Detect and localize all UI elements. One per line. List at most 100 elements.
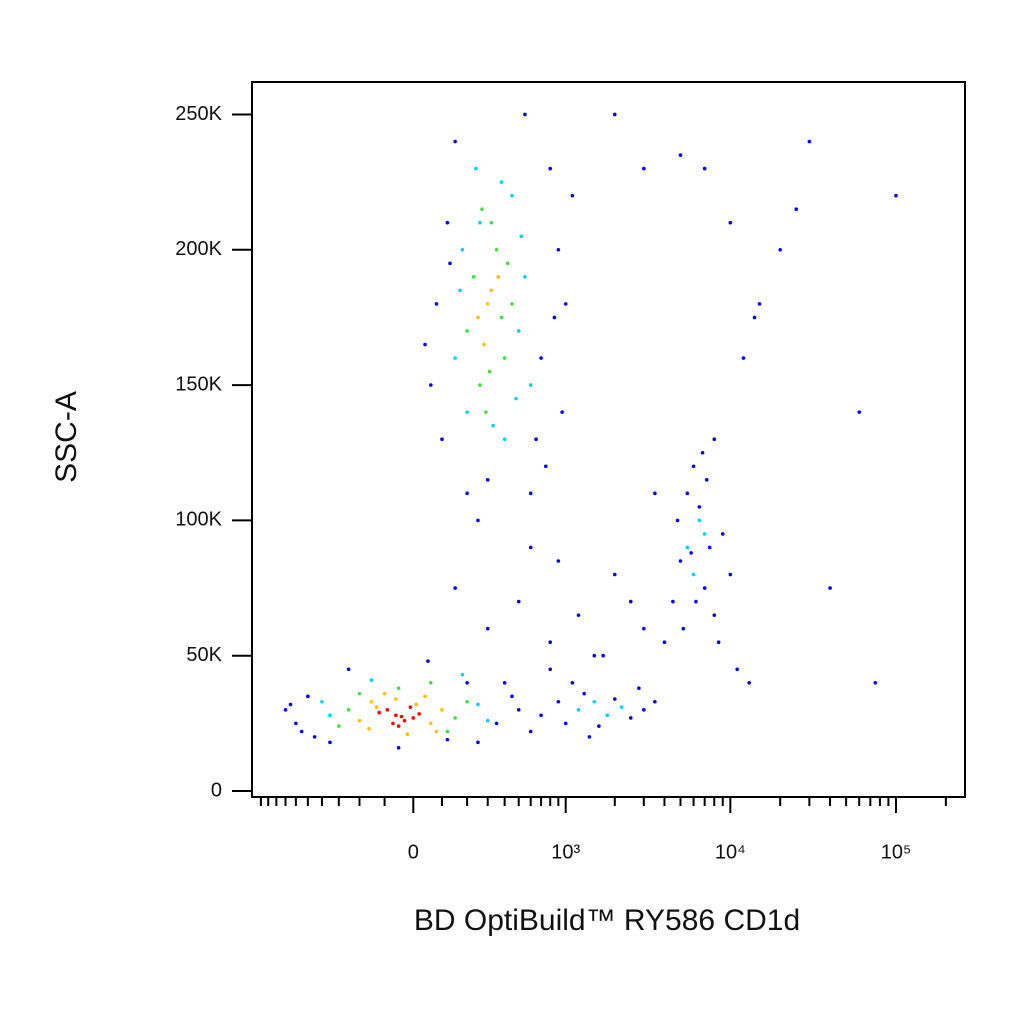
data-point (691, 464, 696, 469)
y-tick-label: 150K (175, 373, 222, 395)
data-point (685, 545, 690, 550)
data-point (757, 302, 762, 306)
data-point (306, 694, 310, 699)
data-point (288, 702, 293, 707)
x-tick-label: 10³ (551, 841, 580, 863)
data-point (675, 518, 680, 523)
data-point (556, 699, 561, 704)
data-point (502, 680, 507, 685)
data-point (662, 640, 667, 645)
data-point (612, 697, 617, 701)
y-tick-label: 100K (175, 509, 222, 531)
data-point (642, 626, 646, 631)
y-tick-label: 250K (175, 103, 222, 125)
data-point (337, 724, 341, 728)
data-point (552, 315, 557, 320)
data-point (528, 491, 533, 496)
data-point (563, 721, 568, 726)
data-point (426, 659, 430, 663)
data-point (408, 705, 413, 709)
data-point (678, 153, 683, 157)
data-point (396, 686, 401, 691)
data-point (476, 315, 480, 320)
y-tick-label: 0 (211, 779, 222, 801)
data-point (539, 356, 543, 360)
data-point (429, 383, 433, 387)
data-point (689, 551, 693, 555)
data-point (691, 572, 696, 577)
data-point (576, 613, 581, 617)
data-point (494, 247, 499, 252)
data-point (465, 680, 469, 685)
data-point (417, 712, 421, 716)
data-point (445, 729, 450, 734)
data-point (294, 721, 298, 726)
data-point (516, 329, 521, 333)
data-point (453, 356, 457, 360)
data-point (478, 383, 482, 387)
data-point (694, 599, 698, 604)
data-point (592, 699, 597, 704)
data-point (560, 410, 564, 414)
data-point (453, 586, 457, 590)
data-point (485, 626, 490, 631)
data-point (720, 532, 725, 536)
data-point (453, 139, 457, 144)
data-point (601, 653, 605, 658)
data-point (700, 450, 705, 455)
data-point (328, 713, 332, 718)
data-point (476, 702, 480, 707)
data-point (678, 559, 683, 563)
data-point (440, 437, 444, 442)
data-point (346, 667, 351, 672)
data-point (528, 729, 533, 734)
data-point (393, 713, 398, 718)
data-point (697, 505, 702, 509)
data-point (465, 699, 469, 704)
data-point (712, 437, 717, 442)
data-point (367, 727, 371, 731)
data-point (747, 680, 751, 685)
data-point (374, 705, 379, 709)
data-point (396, 724, 401, 728)
data-point (697, 518, 702, 523)
y-axis-label: SSC-A (50, 391, 83, 483)
data-point (484, 410, 488, 414)
data-point (476, 740, 480, 745)
data-point (597, 724, 601, 728)
data-point (434, 302, 439, 306)
data-point (685, 491, 690, 496)
data-point (460, 672, 465, 677)
data-point (702, 532, 707, 536)
data-point (480, 207, 484, 211)
data-point (612, 572, 617, 577)
data-point (502, 356, 507, 360)
data-point (453, 716, 457, 720)
data-point (499, 315, 504, 320)
data-point (369, 699, 374, 704)
data-point (385, 708, 390, 712)
data-point (405, 732, 410, 737)
data-point (543, 464, 548, 469)
data-point (485, 302, 490, 306)
data-point (523, 275, 527, 279)
data-point (445, 737, 450, 742)
data-point (465, 329, 469, 333)
data-point (471, 275, 476, 279)
data-point (628, 716, 633, 720)
data-point (671, 599, 675, 604)
data-point (434, 729, 439, 734)
data-point (320, 699, 324, 704)
data-point (702, 166, 707, 171)
data-point (642, 708, 646, 712)
data-point (548, 166, 553, 171)
data-point (556, 247, 561, 252)
data-point (653, 491, 657, 496)
x-tick-label: 0 (408, 841, 419, 863)
data-point (391, 721, 395, 726)
data-point (414, 702, 419, 707)
data-point (519, 234, 524, 239)
data-point (702, 586, 707, 590)
data-point (423, 342, 427, 347)
